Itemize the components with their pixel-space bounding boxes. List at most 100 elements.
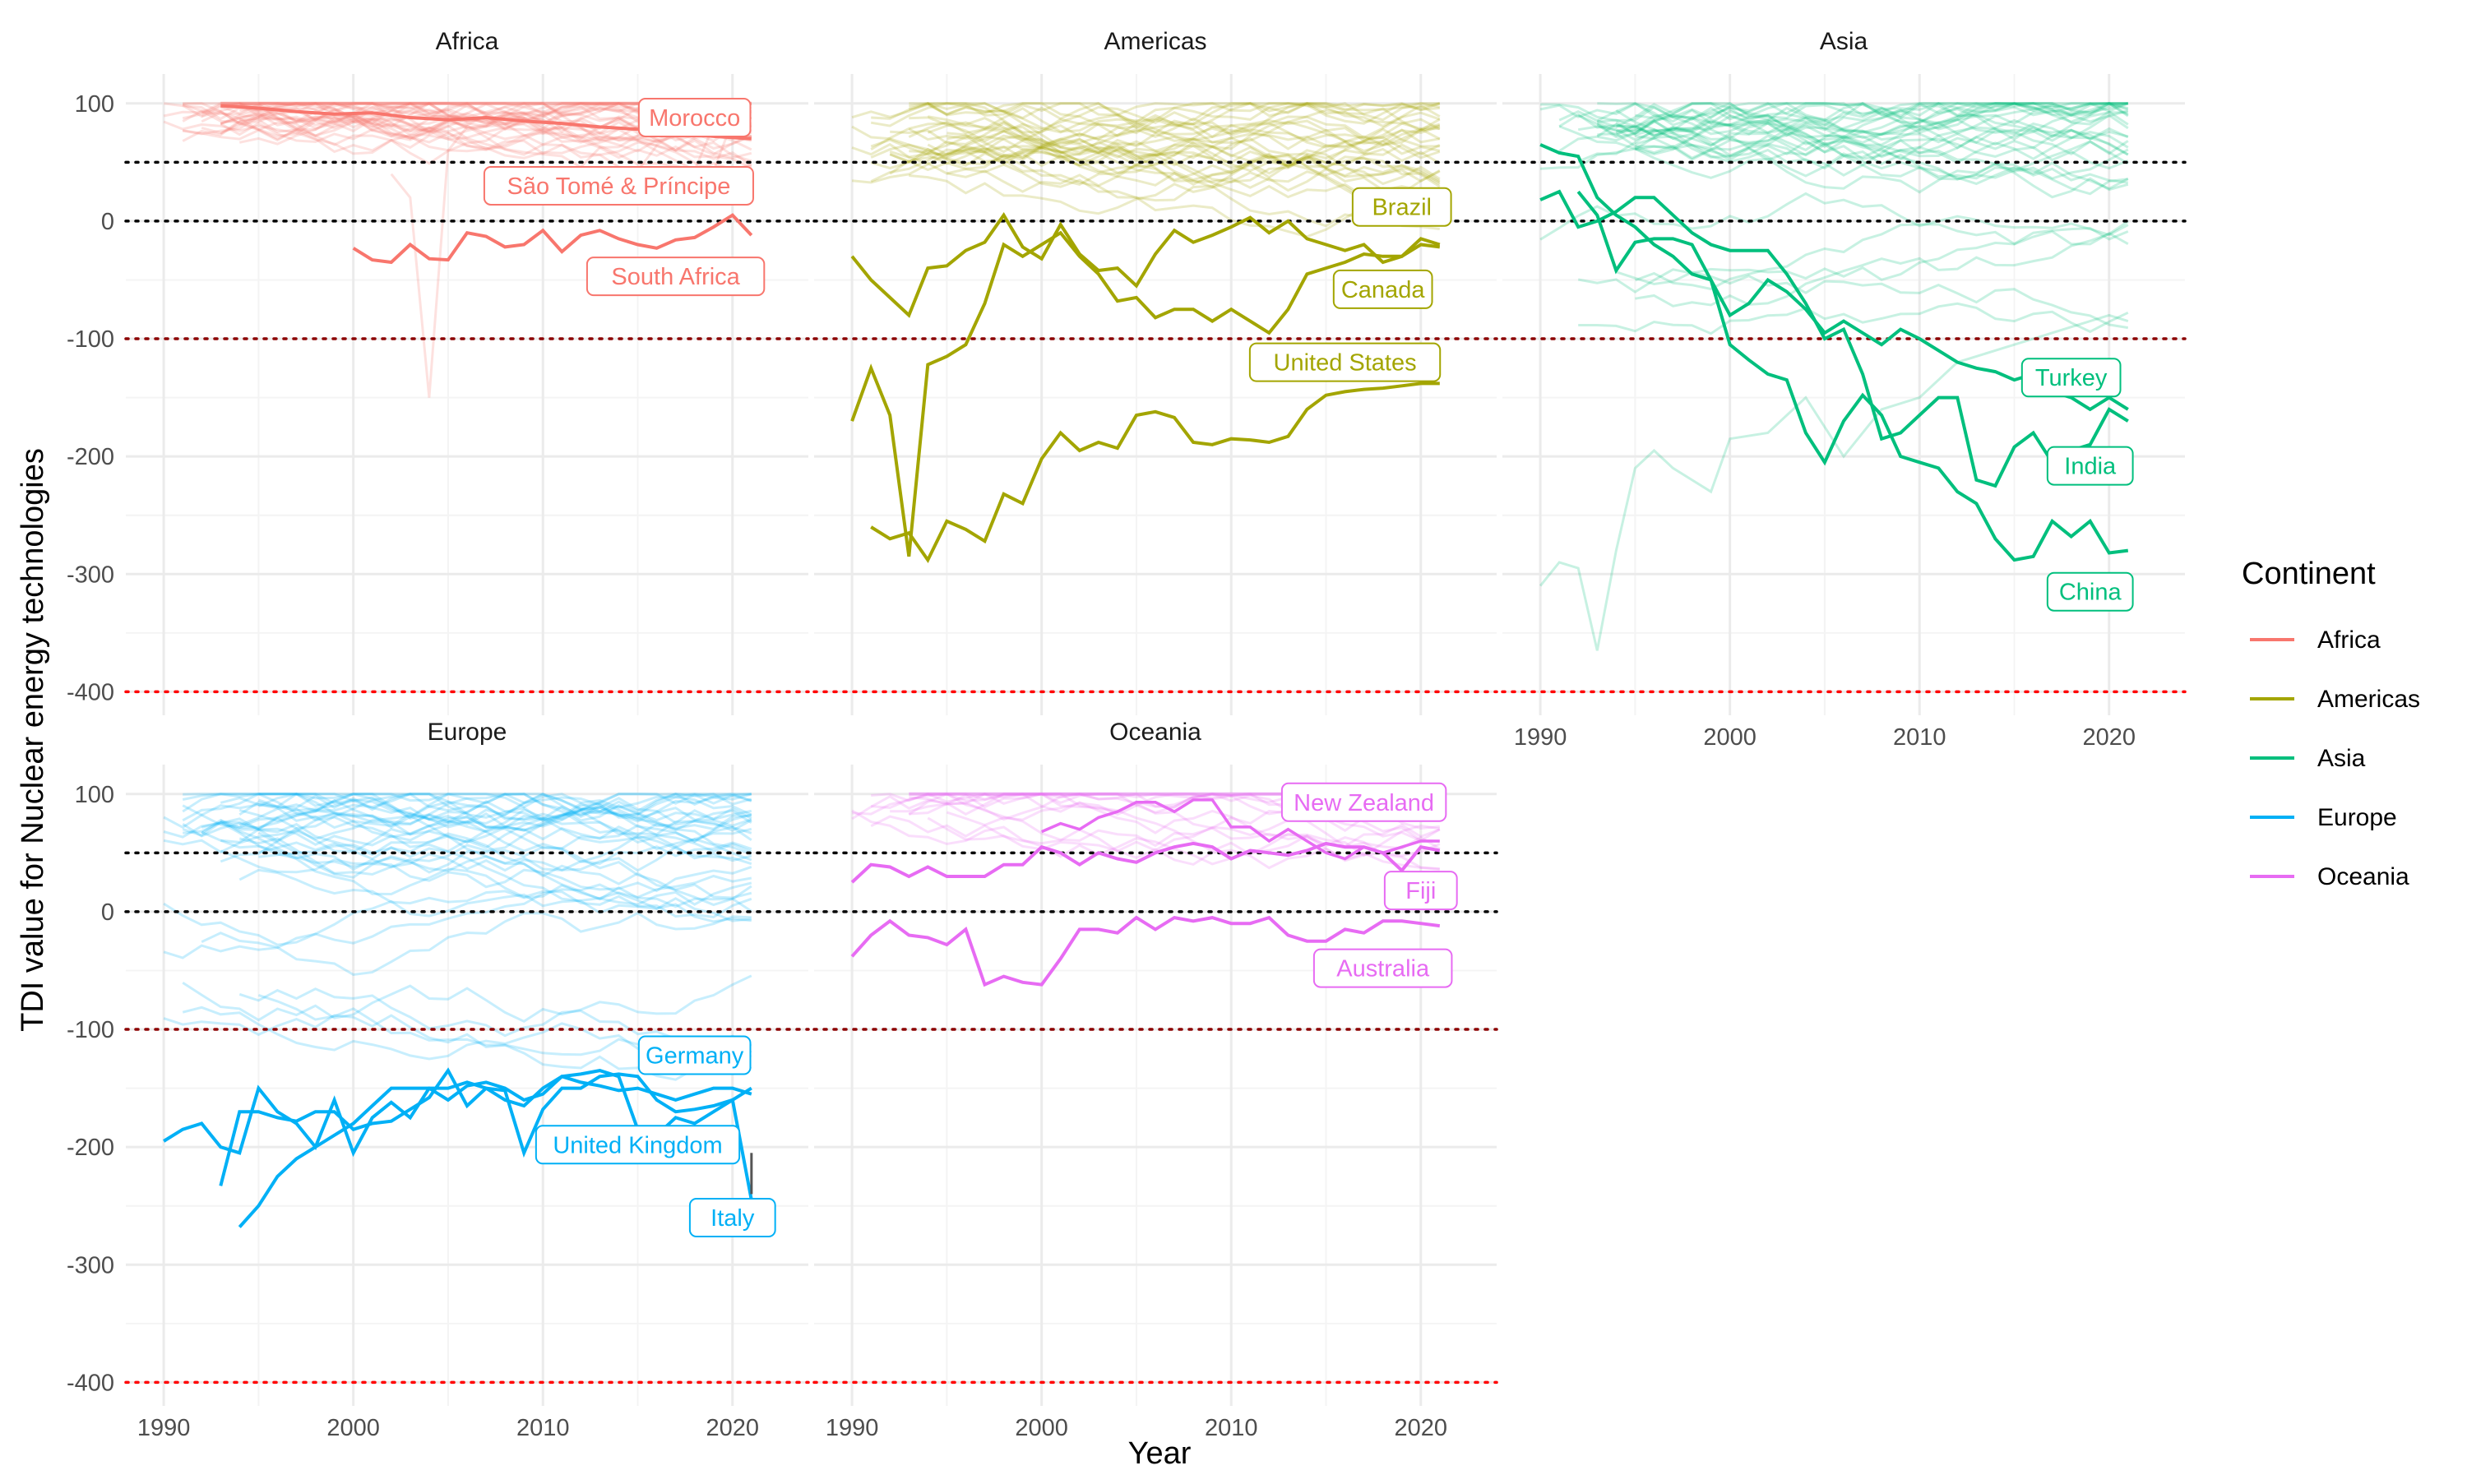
background-series-line [909,102,1441,203]
background-series-line [870,122,1441,192]
callout-label-china: China [2059,580,2122,606]
y-tick-label: 100 [75,782,114,808]
callout-box-sao-tome-and-principe [483,165,754,206]
facet-title-asia: Asia [1820,28,1868,55]
panel-asia: Turkey India China Asia 1990 2000 2010 2020 [1501,28,2187,751]
background-series-line [908,127,1441,168]
background-series-line [908,102,1441,159]
background-series-line [851,111,1441,159]
background-series-line [220,810,752,863]
background-series-line [851,117,1441,184]
y-tick-label: -200 [67,1135,114,1161]
background-series-line [1558,111,2128,155]
background-series-line [182,105,752,167]
series-line-united-kingdom [219,1067,752,1186]
background-series-line [947,132,1441,183]
background-series-line [928,102,1441,134]
callout-label-turkey: Turkey [2035,365,2108,391]
callout-label-fiji: Fiji [1405,878,1436,904]
background-series-line [1635,110,2129,161]
x-tick-label: 2000 [1703,724,1757,751]
background-series-line [220,849,752,893]
panel-oceania: New Zealand Fiji Australia Oceania 1990 2000 2… [812,719,1498,1441]
background-series-line [1634,122,2129,159]
background-series-line [909,102,1441,158]
x-tick-label: 2020 [1395,1415,1448,1441]
background-series-line [220,793,752,844]
background-series-line [909,796,1441,862]
x-tick-label: 1990 [1514,724,1567,751]
y-tick-label: 100 [75,91,114,118]
y-tick-label: -400 [67,1370,114,1396]
background-series-line [258,841,752,922]
background-series-line [908,120,1441,163]
background-series-line [1615,121,2129,170]
background-series-line [947,137,1441,183]
background-series-line [163,883,752,959]
background-series-line [1616,102,2129,140]
background-series-line [889,150,1440,230]
background-series-line [947,127,1440,193]
background-series-line [927,816,1440,871]
background-series-line [163,874,752,946]
callout-box-italy [688,1198,776,1238]
x-tick-label: 2020 [2083,724,2136,751]
background-series-line [220,102,752,156]
background-series-line [1615,102,2129,141]
callout-label-india: India [2064,454,2117,480]
background-series-line [163,793,752,847]
background-series-line [238,868,752,906]
callout-label-sao-tome-and-principe: São Tomé & Príncipe [507,173,730,200]
background-series-line [1634,223,2129,291]
background-series-line [1539,102,2129,127]
background-series-line [909,102,1440,141]
background-series-line [870,150,1441,238]
background-series-line [257,793,752,825]
y-tick-label: -300 [67,1252,114,1278]
background-series-line [390,126,469,398]
callout-box-south-africa [586,257,766,297]
background-series-line [182,793,752,816]
background-series-line [220,107,752,173]
callout-label-brazil: Brazil [1372,195,1432,221]
x-tick-label: 1990 [826,1415,879,1441]
callout-box-china [2046,571,2134,612]
background-series-line [163,117,752,173]
panel-americas: Brazil Canada United States Americas [812,28,1498,715]
background-series-line [1539,192,2129,241]
callout-box-united-states [1248,342,1442,382]
y-axis-title: TDI value for Nuclear energy technologie… [16,448,50,1032]
series-line-canada [850,230,1441,557]
x-tick-label: 2010 [1893,724,1946,751]
callout-label-south-africa: South Africa [611,264,740,290]
background-series-line [1558,109,2128,184]
y-tick-label: -200 [67,444,114,470]
callout-label-united-states: United States [1274,350,1417,377]
callout-box-australia [1312,948,1453,988]
background-series-line [182,102,752,146]
series-line-fiji [850,841,1441,884]
background-series-line [258,845,752,913]
background-series-line [871,102,1441,148]
background-series-line [257,793,752,825]
background-series-line [1635,102,2129,181]
background-series-line [927,119,1441,156]
background-series-line [1540,102,2129,123]
background-series-line [257,793,752,822]
background-series-line [927,102,1441,134]
background-series-line [1577,102,2129,163]
background-series-line [1615,109,2129,170]
callout-label-australia: Australia [1336,956,1430,982]
callout-box-turkey [2020,358,2122,398]
y-tick-label: 0 [101,899,114,926]
x-tick-label: 2010 [1205,1415,1258,1441]
y-tick-label: -300 [67,562,114,588]
background-series-line [909,116,1440,207]
background-series-line [870,135,1441,186]
series-line-china [1576,190,2129,562]
callout-box-fiji [1383,871,1458,911]
background-series-line [1577,113,2128,196]
background-series-line [947,102,1441,154]
